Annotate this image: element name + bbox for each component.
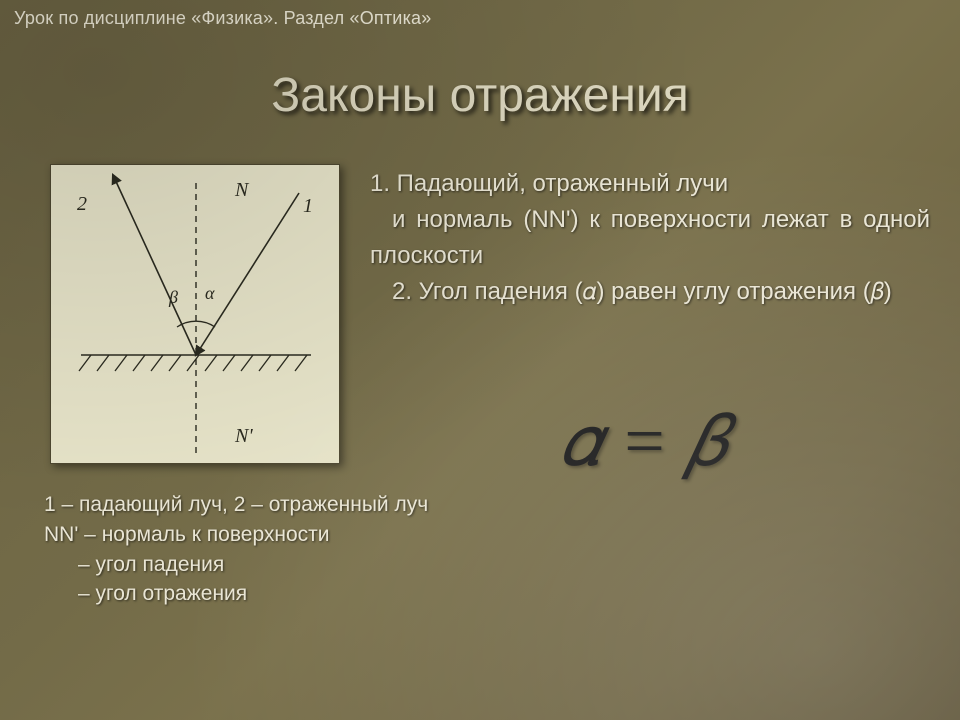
- label-N-prime: N': [235, 425, 253, 448]
- slide-title: Законы отражения: [0, 68, 960, 123]
- law-1-line1: 1. Падающий, отраженный лучи: [370, 166, 930, 202]
- caption-line4: – угол отражения: [44, 579, 484, 609]
- label-ray-2: 2: [77, 193, 87, 216]
- label-ray-1: 1: [303, 195, 313, 218]
- reflection-diagram-svg: [51, 165, 341, 465]
- label-alpha: α: [205, 283, 214, 304]
- reflection-diagram: N N' 1 2 α β: [50, 164, 340, 464]
- caption-line2: NN' – нормаль к поверхности: [44, 520, 484, 550]
- caption-line1: 1 – падающий луч, 2 – отраженный луч: [44, 490, 484, 520]
- laws-text: 1. Падающий, отраженный лучи и нормаль (…: [370, 166, 930, 310]
- label-beta: β: [169, 287, 178, 308]
- law-1-line2: и нормаль (NN') к поверхности лежат в од…: [370, 202, 930, 274]
- caption-line3: – угол падения: [44, 550, 484, 580]
- law-2: 2. Угол падения (𝛼) равен углу отражения…: [370, 274, 930, 310]
- label-N: N: [235, 179, 248, 202]
- diagram-caption: 1 – падающий луч, 2 – отраженный луч NN'…: [44, 490, 484, 609]
- lesson-header: Урок по дисциплине «Физика». Раздел «Опт…: [0, 0, 960, 38]
- lesson-header-text: Урок по дисциплине «Физика». Раздел «Опт…: [14, 8, 431, 28]
- equation-alpha-eq-beta: 𝛼 = 𝛽: [560, 400, 725, 484]
